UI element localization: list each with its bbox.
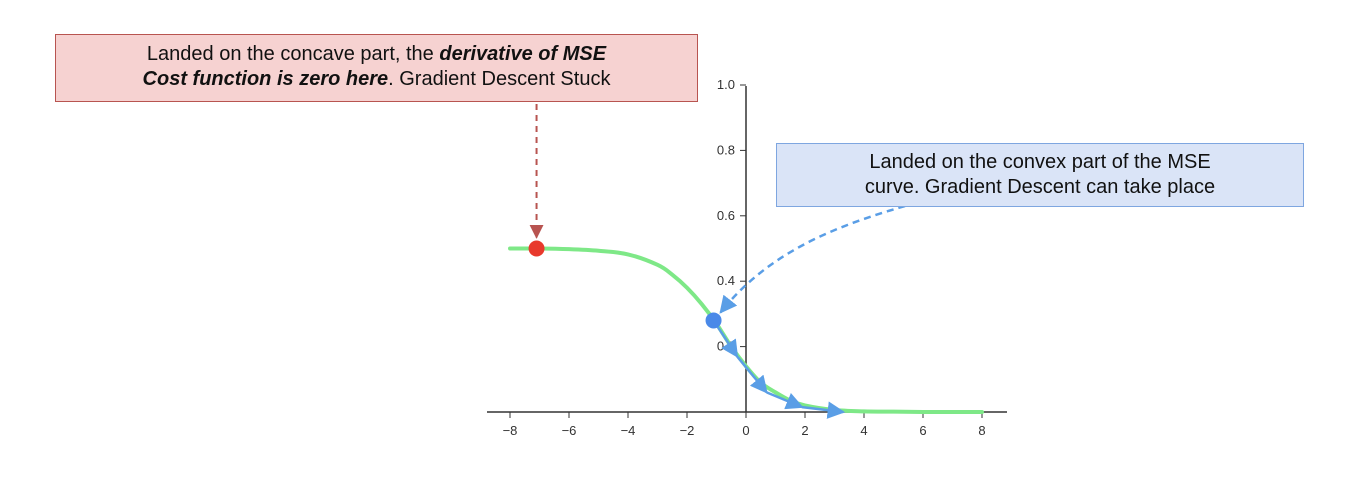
x-tick-label: −6 bbox=[562, 423, 577, 438]
x-tick-label: 6 bbox=[919, 423, 926, 438]
y-tick-label: 0.8 bbox=[717, 142, 735, 157]
convex-annotation-line-1: Landed on the convex part of the MSE bbox=[869, 151, 1211, 173]
descent-step bbox=[766, 391, 804, 410]
concave-annotation-box: Landed on the concave part, the derivati… bbox=[55, 34, 698, 102]
concave-point bbox=[528, 240, 545, 257]
x-tick-label: 4 bbox=[860, 423, 867, 438]
y-tick-label: 1.0 bbox=[717, 77, 735, 92]
x-axis-ticks: −8 −6 −4 −2 0 2 4 6 8 bbox=[503, 412, 986, 438]
x-tick-label: 2 bbox=[801, 423, 808, 438]
x-tick-label: 8 bbox=[978, 423, 985, 438]
y-axis-ticks: 0.20.40.60.81.0 bbox=[717, 77, 746, 354]
concave-annotation-line-1: Landed on the concave part, the derivati… bbox=[146, 43, 607, 65]
y-tick-label: 0.4 bbox=[717, 273, 735, 288]
y-tick-label: 0.6 bbox=[717, 208, 735, 223]
convex-annotation-box: Landed on the convex part of the MSE cur… bbox=[776, 143, 1304, 207]
x-tick-label: −8 bbox=[503, 423, 518, 438]
convex-annotation-arrow bbox=[719, 204, 906, 314]
descent-step bbox=[736, 355, 768, 394]
descent-step bbox=[801, 401, 846, 419]
convex-annotation-line-2: curve. Gradient Descent can take place bbox=[864, 176, 1216, 198]
convex-point bbox=[705, 312, 722, 329]
x-tick-label: 0 bbox=[742, 423, 749, 438]
landing-points bbox=[528, 240, 722, 329]
concave-annotation-line-2: Cost function is zero here. Gradient Des… bbox=[142, 68, 611, 90]
gradient-descent-path bbox=[712, 319, 846, 419]
x-tick-label: −4 bbox=[621, 423, 636, 438]
x-tick-label: −2 bbox=[680, 423, 695, 438]
